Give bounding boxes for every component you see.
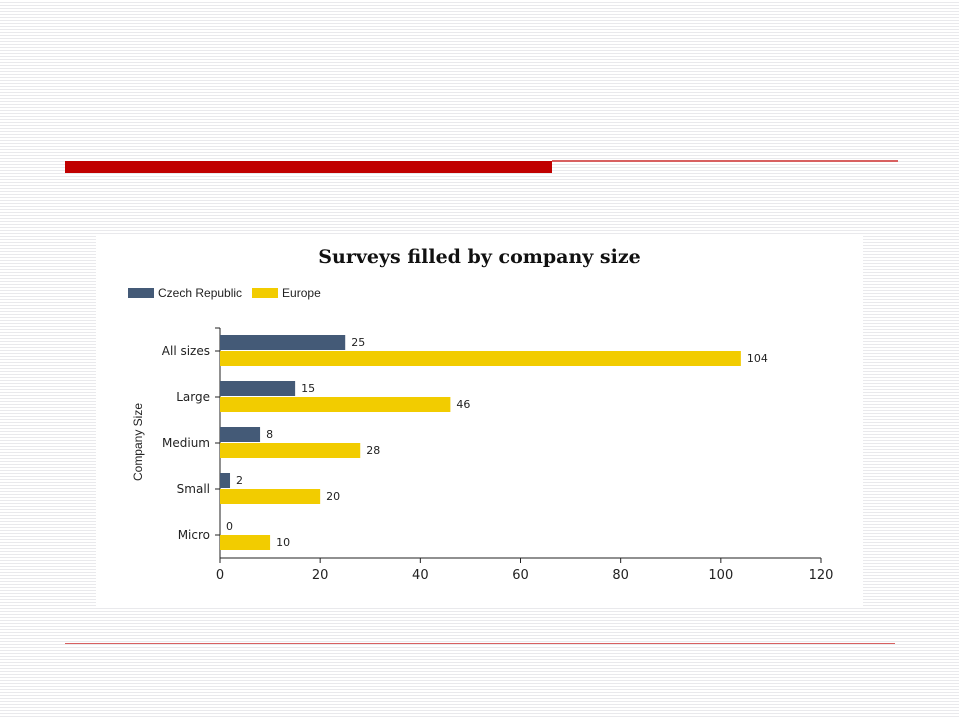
data-label-czech: 0 (226, 520, 233, 533)
legend-swatch-europe (252, 288, 279, 298)
data-label-czech: 15 (301, 382, 315, 395)
data-label-europe: 104 (747, 352, 768, 365)
x-tick-label: 80 (612, 568, 629, 583)
legend-label-czech: Czech Republic (158, 286, 243, 300)
data-label-czech: 8 (266, 428, 273, 441)
legend-swatch-czech (128, 288, 154, 298)
data-label-europe: 20 (326, 490, 340, 503)
data-label-europe: 10 (276, 536, 290, 549)
data-label-europe: 46 (456, 398, 470, 411)
x-tick-label: 0 (216, 568, 224, 583)
y-tick-label: Micro (178, 528, 210, 542)
bar-europe (220, 443, 361, 458)
bar-czech (220, 381, 296, 396)
x-tick-label: 100 (708, 568, 733, 583)
bar-czech (220, 427, 261, 442)
y-tick-label: Large (176, 390, 210, 404)
bar-czech (220, 473, 231, 488)
bar-europe (220, 397, 451, 412)
data-label-czech: 25 (351, 336, 365, 349)
chart-panel: Surveys filled by company size Czech Rep… (96, 236, 863, 606)
footer-divider (65, 643, 895, 644)
bar-czech (220, 335, 346, 350)
data-label-czech: 2 (236, 474, 243, 487)
bar-europe (220, 351, 741, 366)
bar-europe (220, 535, 271, 550)
y-tick-label: Small (177, 482, 210, 496)
data-label-europe: 28 (366, 444, 380, 457)
legend-item-europe: Europe (252, 286, 321, 300)
chart-title: Surveys filled by company size (318, 246, 641, 268)
x-tick-label: 60 (512, 568, 529, 583)
chart-legend: Czech Republic Europe (128, 286, 331, 300)
legend-item-czech: Czech Republic (128, 286, 242, 300)
legend-label-europe: Europe (282, 286, 321, 300)
y-tick-label: All sizes (162, 344, 210, 358)
bar-europe (220, 489, 321, 504)
x-tick-label: 120 (809, 568, 834, 583)
x-tick-label: 20 (312, 568, 329, 583)
title-accent-line (552, 160, 898, 162)
title-accent-bar (65, 161, 552, 173)
x-tick-label: 40 (412, 568, 429, 583)
y-tick-label: Medium (162, 436, 210, 450)
